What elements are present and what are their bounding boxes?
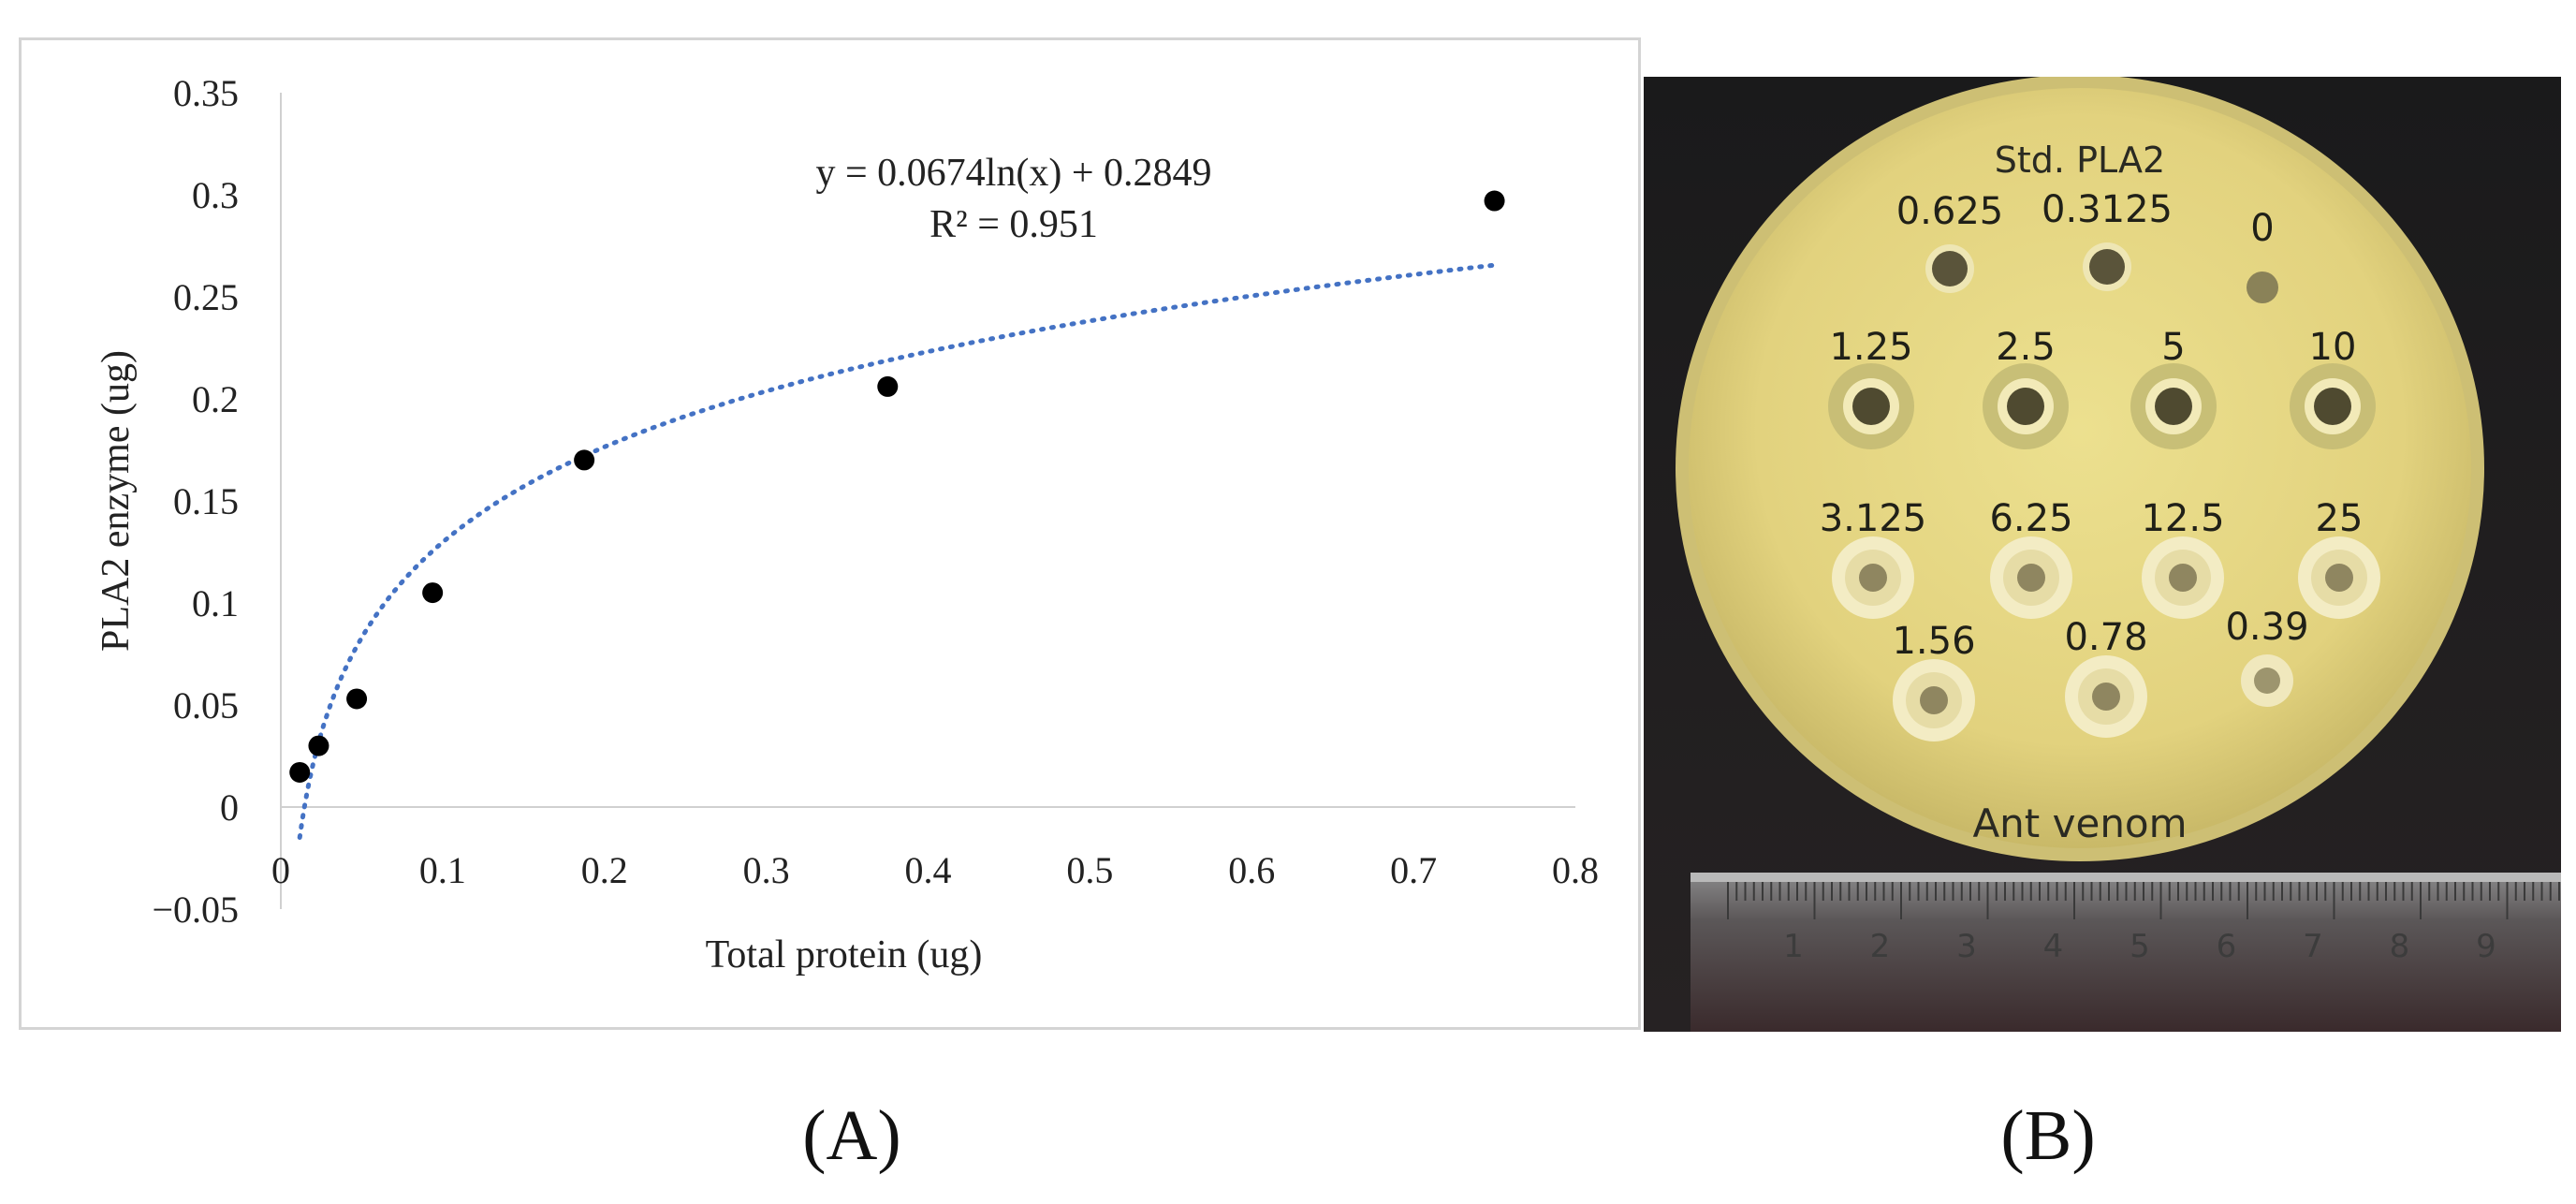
assay-well: 1.56: [1892, 620, 1976, 741]
panel-label-a: (A): [802, 1096, 901, 1175]
well-label: 6.25: [1989, 497, 2072, 540]
y-axis-title: PLA2 enzyme (ug): [95, 350, 138, 652]
assay-well: 0.39: [2225, 606, 2309, 707]
y-tick-label: 0: [220, 786, 239, 829]
ruler-number: 5: [2130, 928, 2150, 965]
assay-well: 2.5: [1983, 326, 2069, 449]
y-tick-label: 0.2: [192, 378, 239, 420]
well-hole: [2254, 668, 2280, 694]
assay-well: 5: [2130, 326, 2217, 449]
x-tick-labels: 0 0.1 0.2 0.3 0.4 0.5 0.6 0.7 0.8: [271, 849, 1599, 891]
well-hole: [1859, 564, 1887, 592]
assay-well: 0: [2247, 207, 2278, 303]
well-hole: [2092, 683, 2120, 711]
y-tick-label: 0.3: [192, 174, 239, 216]
ruler-number: 8: [2390, 928, 2410, 965]
trendline-equation: y = 0.0674ln(x) + 0.2849: [815, 152, 1211, 195]
well-label: 25: [2316, 497, 2364, 540]
log-trendline: [297, 262, 1498, 840]
y-tick-label: −0.05: [152, 888, 239, 931]
assay-well: 0.78: [2064, 616, 2148, 738]
ruler-number: 9: [2476, 928, 2496, 965]
panel-label-b: (B): [2000, 1096, 2096, 1175]
well-hole: [2247, 272, 2278, 303]
assay-well: 0.3125: [2042, 188, 2173, 291]
x-tick-label: 0.3: [743, 849, 790, 891]
well-label: 5: [2161, 326, 2185, 369]
ruler-number: 4: [2043, 928, 2064, 965]
well-hole: [2314, 388, 2351, 425]
data-points: [289, 190, 1505, 783]
assay-well: 0.625: [1896, 190, 2004, 293]
x-tick-label: 0: [271, 849, 290, 891]
y-tick-label: 0.1: [192, 582, 239, 624]
data-point: [346, 688, 368, 710]
data-point: [422, 582, 444, 604]
well-label: 12.5: [2141, 497, 2224, 540]
well-hole: [1920, 686, 1948, 714]
x-axis-title: Total protein (ug): [706, 933, 983, 976]
x-tick-label: 0.1: [419, 849, 466, 891]
data-point: [308, 735, 329, 756]
assay-well: 25: [2298, 497, 2380, 619]
data-point: [574, 449, 595, 471]
well-label: 0.3125: [2042, 188, 2173, 231]
ruler: 1234567891: [1690, 873, 2561, 1032]
trendline-r-squared: R² = 0.951: [929, 203, 1098, 246]
ruler-edge: [1690, 873, 2561, 882]
data-point: [289, 761, 311, 783]
ruler-number: 7: [2303, 928, 2323, 965]
well-label: 0: [2250, 207, 2274, 250]
y-tick-label: 0.25: [173, 276, 239, 318]
y-tick-labels: −0.05 0 0.05 0.1 0.15 0.2 0.25 0.3 0.35: [152, 72, 239, 931]
assay-well: 6.25: [1989, 497, 2073, 619]
well-label: 3.125: [1820, 497, 1927, 540]
y-tick-label: 0.15: [173, 480, 239, 522]
ruler-number: 1: [1783, 928, 1804, 965]
trendline: [297, 262, 1498, 840]
well-hole: [1932, 251, 1968, 286]
ruler-number: 2: [1870, 928, 1891, 965]
assay-well: 1.25: [1828, 326, 1914, 449]
well-label: 0.625: [1896, 190, 2004, 233]
well-hole: [2007, 388, 2044, 425]
assay-well: 3.125: [1820, 497, 1927, 619]
well-hole: [2169, 564, 2197, 592]
ruler-number: 3: [1956, 928, 1977, 965]
assay-well: 12.5: [2141, 497, 2225, 619]
x-tick-label: 0.4: [905, 849, 952, 891]
well-label: 10: [2309, 326, 2357, 369]
x-tick-label: 0.8: [1552, 849, 1599, 891]
x-tick-label: 0.5: [1066, 849, 1113, 891]
data-point: [877, 375, 899, 397]
x-tick-label: 0.2: [581, 849, 628, 891]
y-tick-label: 0.05: [173, 684, 239, 727]
plate-footer: Ant venom: [1972, 800, 2187, 846]
well-hole: [1852, 388, 1890, 425]
panel-a-chart: −0.05 0 0.05 0.1 0.15 0.2 0.25 0.3 0.35 0 0.1 0.2 0…: [19, 37, 1641, 1030]
well-label: 1.25: [1829, 326, 1912, 369]
well-hole: [2325, 564, 2353, 592]
well-hole: [2155, 388, 2192, 425]
petri-plate: Std. PLA2 Ant venom 0.625 0.3125 0 1.25 2.5 5 10…: [1676, 77, 2484, 861]
plate-title: Std. PLA2: [1995, 139, 2165, 181]
well-hole: [2089, 249, 2125, 285]
x-tick-label: 0.6: [1228, 849, 1275, 891]
panel-b-photo: Std. PLA2 Ant venom 0.625 0.3125 0 1.25 2.5 5 10…: [1644, 77, 2561, 1032]
data-point: [1484, 190, 1505, 212]
well-label: 2.5: [1996, 326, 2056, 369]
well-hole: [2017, 564, 2045, 592]
ruler-number: 6: [2217, 928, 2237, 965]
well-label: 0.39: [2225, 606, 2308, 649]
well-label: 1.56: [1892, 620, 1975, 663]
y-tick-label: 0.35: [173, 72, 239, 114]
well-label: 0.78: [2064, 616, 2147, 659]
x-tick-label: 0.7: [1390, 849, 1437, 891]
assay-well: 10: [2290, 326, 2376, 449]
